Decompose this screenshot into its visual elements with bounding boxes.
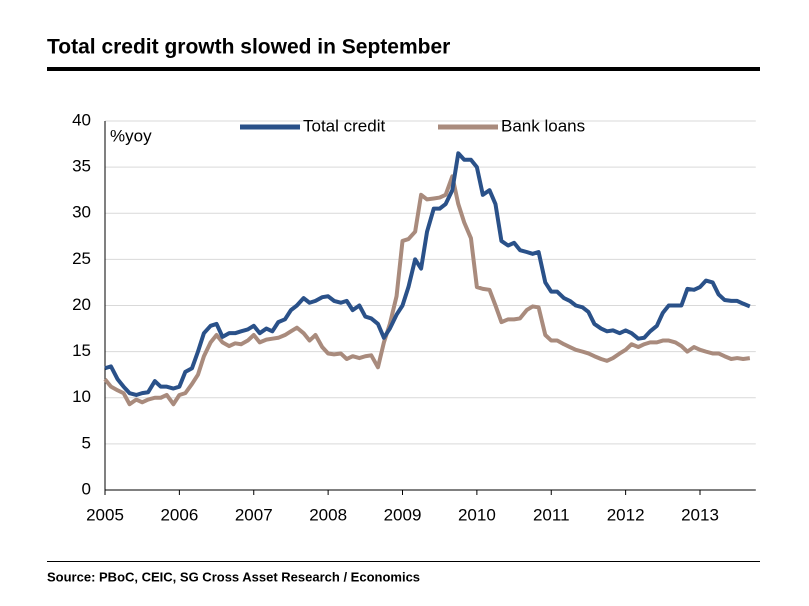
x-tick-label: 2007	[235, 505, 273, 524]
title-rule	[47, 67, 760, 71]
source: Source: PBoC, CEIC, SG Cross Asset Resea…	[47, 569, 420, 584]
x-tick-label: 2005	[86, 505, 124, 524]
x-tick-label: 2013	[681, 505, 719, 524]
legend-label: Total credit	[303, 116, 385, 135]
y-tick-label: 25	[72, 249, 91, 268]
y-tick-label: 5	[82, 433, 91, 452]
x-tick-label: 2011	[533, 505, 570, 524]
chart-title: Total credit growth slowed in September	[47, 36, 450, 59]
y-tick-label: 30	[72, 203, 91, 222]
x-tick-label: 2010	[458, 505, 496, 524]
x-tick-label: 2008	[309, 505, 347, 524]
y-tick-label: 15	[72, 341, 91, 360]
y-axis-label: %yoy	[110, 126, 152, 145]
series-line	[103, 174, 751, 407]
y-tick-label: 10	[72, 387, 91, 406]
y-tick-label: 0	[82, 479, 91, 498]
y-tick-label: 40	[72, 110, 91, 129]
x-tick-label: 2009	[384, 505, 422, 524]
source-rule	[47, 561, 760, 562]
y-tick-label: 35	[72, 157, 91, 176]
x-tick-label: 2006	[160, 505, 198, 524]
x-tick-label: 2012	[607, 505, 645, 524]
y-tick-label: 20	[72, 295, 91, 314]
series-line	[104, 151, 751, 397]
legend-label: Bank loans	[501, 116, 585, 135]
